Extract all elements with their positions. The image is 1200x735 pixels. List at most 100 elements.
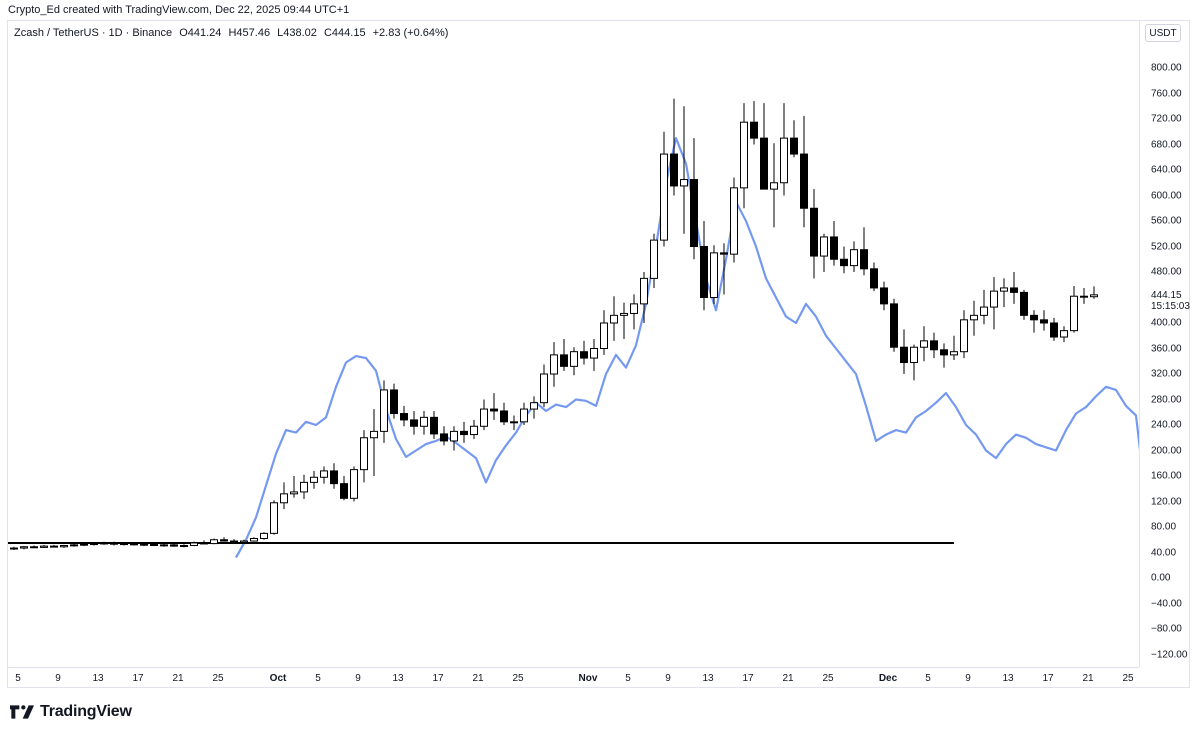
candle-body	[270, 502, 278, 534]
candle-body	[430, 416, 438, 435]
candle-body	[840, 258, 848, 267]
candle-body	[720, 252, 728, 255]
candle-body	[440, 433, 448, 442]
price-tick-label: 40.00	[1151, 547, 1177, 558]
time-tick-label: 17	[132, 673, 144, 684]
candle-body	[770, 182, 778, 190]
candle-body	[970, 314, 978, 321]
candle-body	[370, 430, 378, 439]
candle-body	[330, 470, 338, 485]
current-price-value: 444.15	[1151, 289, 1182, 301]
candle-body	[930, 340, 938, 351]
candle-body	[1080, 295, 1088, 298]
candle-body	[960, 319, 968, 353]
candle-body	[150, 543, 158, 546]
price-chart-svg[interactable]	[8, 21, 1139, 667]
candle-body	[290, 491, 298, 495]
candle-body	[620, 312, 628, 316]
candle-body	[590, 348, 598, 359]
price-axis[interactable]: −120.00 −80.00 −40.00 0.00 40.00 80.00 120.00 1…	[1139, 21, 1190, 667]
price-tick-label: 80.00	[1151, 521, 1177, 533]
candle-body	[940, 349, 948, 356]
candle-body	[340, 483, 348, 499]
plot-area[interactable]	[8, 21, 1139, 667]
candle-body	[980, 306, 988, 316]
time-tick-label: 9	[355, 673, 361, 684]
candle-body	[220, 539, 228, 542]
current-price-label: 444.15 15:15:03	[1151, 290, 1190, 312]
candle-body	[170, 544, 178, 547]
candle-body	[30, 546, 38, 549]
tradingview-brand[interactable]: TradingView	[10, 703, 132, 721]
candle-body	[570, 351, 578, 367]
candle-body	[40, 545, 48, 548]
time-tick-label: 21	[472, 673, 484, 684]
candle-body	[510, 421, 518, 424]
candle-body	[230, 540, 238, 543]
candle-body	[160, 544, 168, 547]
candle-body	[750, 121, 758, 139]
price-tick-label: 400.00	[1151, 317, 1182, 329]
candle-body	[490, 408, 498, 412]
price-tick-label: 360.00	[1151, 343, 1182, 354]
time-tick-label: 25	[512, 673, 524, 684]
legend-symbol[interactable]: Zcash / TetherUS · 1D · Binance	[14, 27, 173, 39]
candle-body	[360, 437, 368, 471]
legend-close: C444.15	[323, 27, 366, 39]
price-tick-label: 800.00	[1151, 62, 1182, 74]
candle-body	[780, 137, 788, 184]
candle-body	[80, 543, 88, 546]
time-tick-label: 13	[702, 673, 714, 684]
time-tick-label: Oct	[269, 673, 287, 684]
candle-body	[240, 540, 248, 543]
candle-body	[120, 543, 128, 546]
candle-body	[990, 290, 998, 308]
time-tick-label: 21	[782, 673, 794, 684]
candle-body	[400, 413, 408, 421]
time-tick-label: 9	[965, 673, 971, 684]
candle-body	[70, 544, 78, 547]
candle-body	[1050, 322, 1058, 338]
candle-body	[900, 346, 908, 364]
candle-body	[560, 354, 568, 367]
price-tick-label: 480.00	[1151, 266, 1182, 278]
time-tick-label: 13	[1002, 673, 1014, 684]
candle-body	[790, 137, 798, 155]
candle-body	[730, 187, 738, 255]
candle-body	[610, 314, 618, 324]
price-tick-label: 680.00	[1151, 139, 1182, 150]
candle-body	[1020, 291, 1028, 316]
candle-body	[520, 408, 528, 423]
legend-high: H457.46	[228, 27, 271, 39]
candle-body	[1060, 330, 1068, 338]
candle-body	[390, 389, 398, 415]
candle-body	[530, 402, 538, 410]
price-tick-label: 0.00	[1151, 572, 1171, 584]
candle-body	[660, 153, 668, 241]
price-tick-label: 160.00	[1151, 470, 1182, 482]
time-tick-label: 5	[315, 673, 321, 684]
candle-body	[630, 303, 638, 314]
candle-body	[640, 277, 648, 305]
price-tick-label: 240.00	[1151, 419, 1182, 431]
time-tick-label: Nov	[578, 673, 598, 684]
candle-body	[280, 493, 288, 504]
candle-body	[1000, 287, 1008, 292]
candle-body	[90, 543, 98, 546]
candle-body	[870, 268, 878, 289]
candle-body	[180, 544, 188, 547]
candle-body	[100, 542, 108, 545]
legend-change: +2.83 (+0.64%)	[372, 27, 449, 39]
candle-body	[690, 179, 698, 247]
price-tick-label: 280.00	[1151, 394, 1182, 405]
candle-body	[130, 543, 138, 546]
candle-body	[500, 410, 508, 423]
candle-body	[850, 249, 858, 267]
candle-body	[880, 287, 888, 305]
time-axis[interactable]: 5 9 13 17 21 25 Oct 5 9 13 17 21 25 Nov 5 9 13 17 21 25 Dec 5…	[8, 667, 1139, 688]
candle-body	[310, 476, 318, 483]
price-tick-label: −80.00	[1151, 623, 1182, 635]
price-tick-label: 200.00	[1151, 445, 1182, 456]
price-tick-label: 320.00	[1151, 368, 1182, 380]
currency-button[interactable]: USDT	[1145, 24, 1181, 42]
